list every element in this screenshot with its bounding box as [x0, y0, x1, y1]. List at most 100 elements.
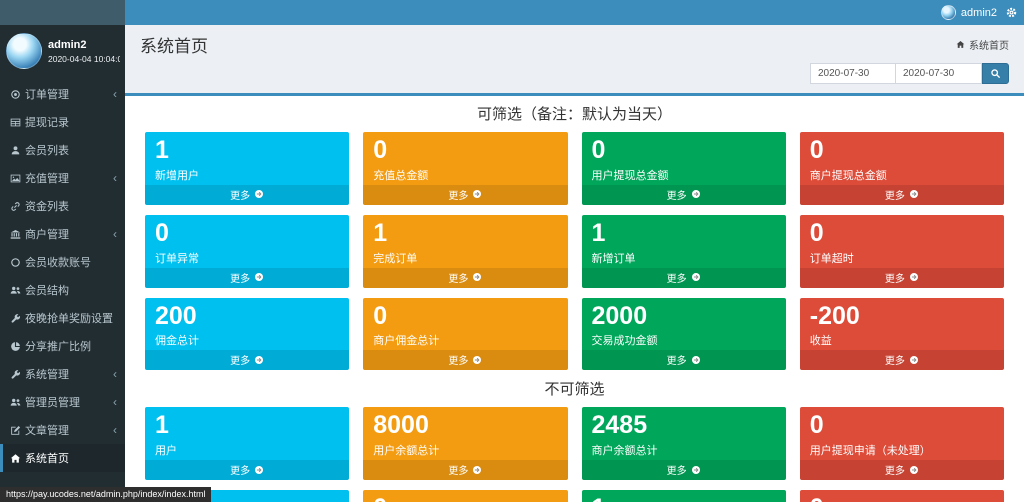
- stat-value: 0: [810, 494, 994, 502]
- page-title: 系统首页: [140, 32, 208, 57]
- stat-card: 0商户佣金总计更多: [363, 298, 567, 371]
- stat-card-body: 0商户提现申请（未处理）: [363, 490, 567, 502]
- more-label: 更多: [230, 352, 250, 367]
- stat-value: 0: [810, 411, 994, 440]
- stat-card-body: 2485商户余额总计: [582, 407, 786, 460]
- sidebar-item-label: 夜晚抢单奖励设置: [25, 310, 113, 326]
- sidebar-item-会员结构[interactable]: 会员结构: [0, 276, 125, 304]
- more-link[interactable]: 更多: [145, 460, 349, 480]
- stat-card: 0商户提现总金额更多: [800, 132, 1004, 205]
- sidebar-item-系统首页[interactable]: 系统首页: [0, 444, 125, 472]
- sidebar-item-充值管理[interactable]: 充值管理‹: [0, 164, 125, 192]
- more-link[interactable]: 更多: [582, 185, 786, 205]
- user-icon: [10, 145, 25, 156]
- stat-value: 2000: [592, 302, 776, 331]
- stat-card: 2485商户余额总计更多: [582, 407, 786, 480]
- sidebar-item-提现记录[interactable]: 提现记录: [0, 108, 125, 136]
- sidebar-item-label: 会员收款账号: [25, 254, 91, 270]
- stat-value: 0: [373, 136, 557, 165]
- sidebar-item-管理员管理[interactable]: 管理员管理‹: [0, 388, 125, 416]
- stat-value: 0: [155, 219, 339, 248]
- more-link[interactable]: 更多: [145, 185, 349, 205]
- stat-label: 商户佣金总计: [373, 332, 557, 348]
- sidebar-item-会员收款账号[interactable]: 会员收款账号: [0, 248, 125, 276]
- sidebar: admin2 2020-04-04 10:04:00 订单管理‹提现记录会员列表…: [0, 25, 125, 502]
- more-link[interactable]: 更多: [582, 460, 786, 480]
- sidebar-toggle-button[interactable]: [125, 0, 157, 25]
- sidebar-item-夜晚抢单奖励设置[interactable]: 夜晚抢单奖励设置: [0, 304, 125, 332]
- more-link[interactable]: 更多: [363, 460, 567, 480]
- arrow-circle-right-icon: [909, 355, 919, 365]
- more-link[interactable]: 更多: [800, 268, 1004, 288]
- more-link[interactable]: 更多: [800, 350, 1004, 370]
- stat-value: 200: [155, 302, 339, 331]
- stat-card-grid: 1新增用户更多0充值总金额更多0用户提现总金额更多0商户提现总金额更多0订单异常…: [145, 132, 1004, 370]
- arrow-circle-right-icon: [691, 355, 701, 365]
- users-icon: [10, 285, 25, 296]
- stat-value: 0: [373, 494, 557, 502]
- stat-label: 佣金总计: [155, 332, 339, 348]
- date-filter: [125, 57, 1024, 93]
- stat-card-body: 0 充值总金额: [363, 132, 567, 185]
- arrow-circle-right-icon: [472, 355, 482, 365]
- arrow-circle-right-icon: [909, 189, 919, 199]
- sidebar-item-资金列表[interactable]: 资金列表: [0, 192, 125, 220]
- link-icon: [10, 201, 25, 212]
- more-link[interactable]: 更多: [363, 350, 567, 370]
- content-header: 系统首页 系统首页: [125, 25, 1024, 57]
- sidebar-item-会员列表[interactable]: 会员列表: [0, 136, 125, 164]
- sidebar-item-label: 订单管理: [25, 86, 69, 102]
- settings-gears-icon[interactable]: [1005, 6, 1018, 19]
- stat-label: 充值总金额: [373, 167, 557, 183]
- more-label: 更多: [230, 270, 250, 285]
- sidebar-item-分享推广比例[interactable]: 分享推广比例: [0, 332, 125, 360]
- stat-value: 8000: [373, 411, 557, 440]
- stat-value: 1: [155, 411, 339, 440]
- stat-value: 2485: [592, 411, 776, 440]
- sidebar-item-label: 会员结构: [25, 282, 69, 298]
- more-link[interactable]: 更多: [363, 268, 567, 288]
- stat-card-body: 0当前在线抢单人数: [800, 490, 1004, 502]
- stat-label: 交易成功金额: [592, 332, 776, 348]
- more-link[interactable]: 更多: [363, 185, 567, 205]
- sidebar-item-文章管理[interactable]: 文章管理‹: [0, 416, 125, 444]
- stat-card: 2000交易成功金额更多: [582, 298, 786, 371]
- arrow-circle-right-icon: [254, 189, 264, 199]
- search-button[interactable]: [982, 63, 1009, 84]
- more-label: 更多: [667, 352, 687, 367]
- stat-label: 订单异常: [155, 250, 339, 266]
- breadcrumb[interactable]: 系统首页: [956, 37, 1009, 52]
- more-link[interactable]: 更多: [145, 350, 349, 370]
- wrench-icon: [10, 369, 25, 380]
- more-link[interactable]: 更多: [145, 268, 349, 288]
- chevron-left-icon: ‹: [113, 172, 117, 184]
- more-label: 更多: [230, 187, 250, 202]
- sidebar-item-订单管理[interactable]: 订单管理‹: [0, 80, 125, 108]
- stat-card-body: 2000交易成功金额: [582, 298, 786, 351]
- date-from-input[interactable]: [810, 63, 896, 84]
- arrow-circle-right-icon: [691, 272, 701, 282]
- more-link[interactable]: 更多: [582, 268, 786, 288]
- section-title: 不可筛选: [145, 378, 1004, 399]
- home-icon: [10, 453, 25, 464]
- logo-block: [0, 0, 125, 25]
- table-icon: [10, 117, 25, 128]
- sidebar-item-系统管理[interactable]: 系统管理‹: [0, 360, 125, 388]
- navbar-user-menu[interactable]: admin2: [941, 5, 997, 20]
- arrow-circle-right-icon: [472, 272, 482, 282]
- more-link[interactable]: 更多: [800, 460, 1004, 480]
- stat-card-body: -200收益: [800, 298, 1004, 351]
- stat-card: 0 充值总金额更多: [363, 132, 567, 205]
- more-link[interactable]: 更多: [800, 185, 1004, 205]
- more-label: 更多: [448, 462, 468, 477]
- more-link[interactable]: 更多: [582, 350, 786, 370]
- sidebar-username: admin2: [48, 39, 120, 51]
- more-label: 更多: [885, 462, 905, 477]
- sidebar-item-label: 分享推广比例: [25, 338, 91, 354]
- sidebar-item-商户管理[interactable]: 商户管理‹: [0, 220, 125, 248]
- stat-label: 完成订单: [373, 250, 557, 266]
- sidebar-item-label: 管理员管理: [25, 394, 80, 410]
- sidebar-item-label: 提现记录: [25, 114, 69, 130]
- date-to-input[interactable]: [896, 63, 982, 84]
- more-label: 更多: [667, 462, 687, 477]
